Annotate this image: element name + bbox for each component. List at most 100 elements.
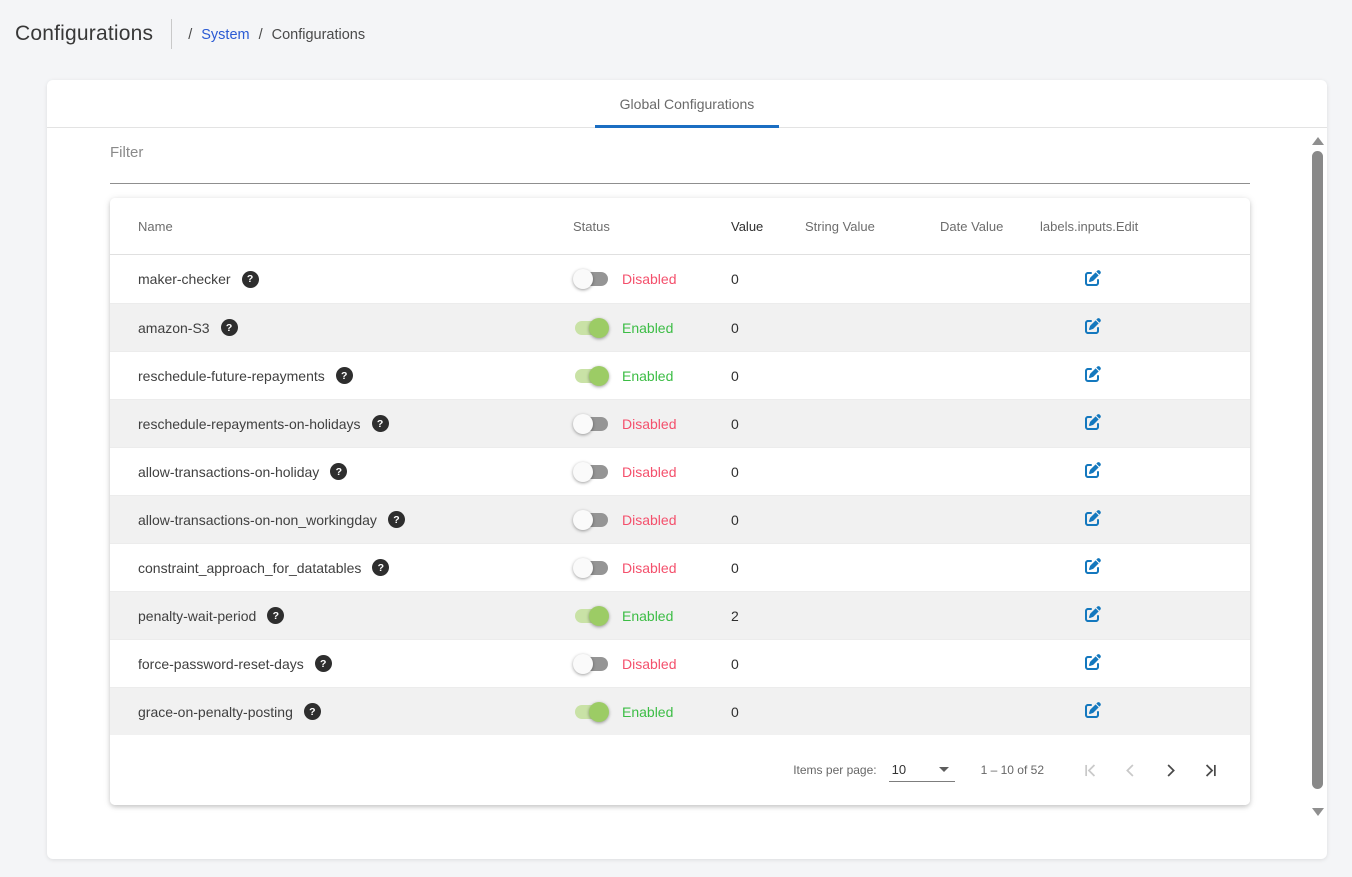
edit-button[interactable] [1085, 702, 1101, 718]
edit-button[interactable] [1085, 269, 1101, 286]
tab-bar: Global Configurations [47, 80, 1327, 128]
status-toggle[interactable] [573, 701, 609, 722]
help-icon[interactable]: ? [335, 367, 353, 384]
table-row: reschedule-future-repayments ? Enabled 0 [110, 351, 1250, 399]
edit-button[interactable] [1085, 654, 1101, 670]
items-per-page-label: Items per page: [793, 763, 877, 777]
edit-icon [1085, 462, 1101, 478]
status-toggle[interactable] [573, 461, 609, 482]
status-toggle[interactable] [573, 413, 609, 434]
edit-icon [1085, 269, 1101, 286]
edit-button[interactable] [1085, 318, 1101, 334]
table-row: grace-on-penalty-posting ? Enabled 0 [110, 687, 1250, 735]
table-row: allow-transactions-on-non_workingday ? D… [110, 495, 1250, 543]
help-icon[interactable]: ? [387, 511, 405, 528]
last-page-button[interactable] [1190, 750, 1230, 790]
toggle-thumb [589, 605, 609, 626]
help-icon[interactable]: ? [371, 415, 389, 432]
config-name: maker-checker [138, 271, 231, 287]
next-page-button[interactable] [1150, 750, 1190, 790]
status-toggle[interactable] [573, 605, 609, 626]
help-icon[interactable]: ? [267, 607, 285, 624]
edit-button[interactable] [1085, 606, 1101, 622]
page-size-select[interactable]: 10 [888, 758, 955, 782]
page-header: Configurations / System / Configurations [0, 0, 1352, 68]
previous-page-button[interactable] [1110, 750, 1150, 790]
help-glyph: ? [246, 273, 254, 285]
tab-label: Global Configurations [619, 96, 755, 112]
value-cell: 0 [731, 511, 739, 528]
help-icon[interactable]: ? [303, 703, 321, 720]
filter-label: Filter [110, 144, 144, 161]
toggle-thumb [589, 701, 609, 722]
table-row: maker-checker ? Disabled 0 [110, 255, 1250, 303]
toggle-thumb [573, 509, 593, 530]
last-page-icon [1201, 761, 1220, 780]
status-toggle[interactable] [573, 653, 609, 674]
status-label: Enabled [622, 319, 674, 336]
status-toggle[interactable] [573, 365, 609, 386]
table-row: reschedule-repayments-on-holidays ? Disa… [110, 399, 1250, 447]
help-icon[interactable]: ? [314, 655, 332, 672]
help-glyph: ? [225, 321, 233, 334]
table-row: force-password-reset-days ? Disabled 0 [110, 639, 1250, 687]
breadcrumb-link-system[interactable]: System [201, 27, 250, 43]
help-glyph: ? [376, 417, 384, 430]
config-name: reschedule-future-repayments [138, 367, 325, 384]
status-toggle[interactable] [573, 317, 609, 338]
config-name: force-password-reset-days [138, 655, 304, 672]
column-header-value: Value [731, 218, 764, 234]
status-label: Disabled [622, 559, 677, 576]
filter-input[interactable] [110, 162, 1250, 184]
edit-button[interactable] [1085, 558, 1101, 574]
value-cell: 0 [731, 463, 739, 480]
edit-button[interactable] [1085, 510, 1101, 526]
edit-icon [1085, 702, 1101, 718]
scrollbar-thumb[interactable] [1312, 151, 1323, 789]
config-name: penalty-wait-period [138, 607, 257, 624]
edit-button[interactable] [1085, 462, 1101, 478]
toggle-thumb [573, 557, 593, 578]
scrollbar-up-arrow-icon[interactable] [1312, 137, 1324, 145]
help-icon[interactable]: ? [330, 463, 348, 480]
edit-icon [1085, 414, 1101, 430]
table-body: maker-checker ? Disabled 0 amazon-S3 ? [110, 255, 1250, 735]
status-toggle[interactable] [573, 509, 609, 530]
tab-global-configurations[interactable]: Global Configurations [595, 80, 779, 128]
breadcrumb-separator: / [258, 27, 263, 43]
filter-field: Filter [110, 144, 1250, 184]
toggle-thumb [573, 653, 593, 674]
config-name: allow-transactions-on-non_workingday [138, 511, 377, 528]
breadcrumb-separator: / [188, 27, 193, 43]
status-label: Disabled [622, 655, 677, 672]
value-cell: 0 [731, 415, 739, 432]
column-header-status: Status [573, 218, 610, 234]
column-header-string-value: String Value [805, 218, 875, 234]
status-toggle[interactable] [573, 557, 609, 578]
table-row: constraint_approach_for_datatables ? Dis… [110, 543, 1250, 591]
toggle-thumb [573, 413, 593, 434]
help-glyph: ? [341, 369, 348, 382]
config-name: allow-transactions-on-holiday [138, 463, 320, 480]
value-cell: 0 [731, 559, 739, 576]
column-header-edit: labels.inputs.Edit [1040, 218, 1139, 234]
column-header-date-value: Date Value [940, 218, 1004, 234]
toggle-thumb [589, 365, 609, 386]
help-icon[interactable]: ? [372, 559, 390, 576]
status-label: Enabled [622, 367, 674, 384]
first-page-button[interactable] [1070, 750, 1110, 790]
scrollbar-down-arrow-icon[interactable] [1312, 808, 1324, 816]
main-card: Global Configurations Filter Name Status… [47, 80, 1327, 859]
edit-icon [1085, 366, 1101, 382]
help-icon[interactable]: ? [241, 270, 259, 288]
edit-icon [1085, 654, 1101, 670]
config-name: constraint_approach_for_datatables [138, 559, 362, 576]
edit-button[interactable] [1085, 366, 1101, 382]
edit-button[interactable] [1085, 414, 1101, 430]
paginator: Items per page: 10 1 – 10 of 52 [110, 735, 1250, 805]
help-icon[interactable]: ? [220, 319, 238, 336]
value-cell: 2 [731, 607, 739, 624]
status-toggle[interactable] [573, 269, 609, 289]
configurations-table: Name Status Value String Value Date Valu… [110, 198, 1250, 805]
config-name: amazon-S3 [138, 319, 210, 336]
